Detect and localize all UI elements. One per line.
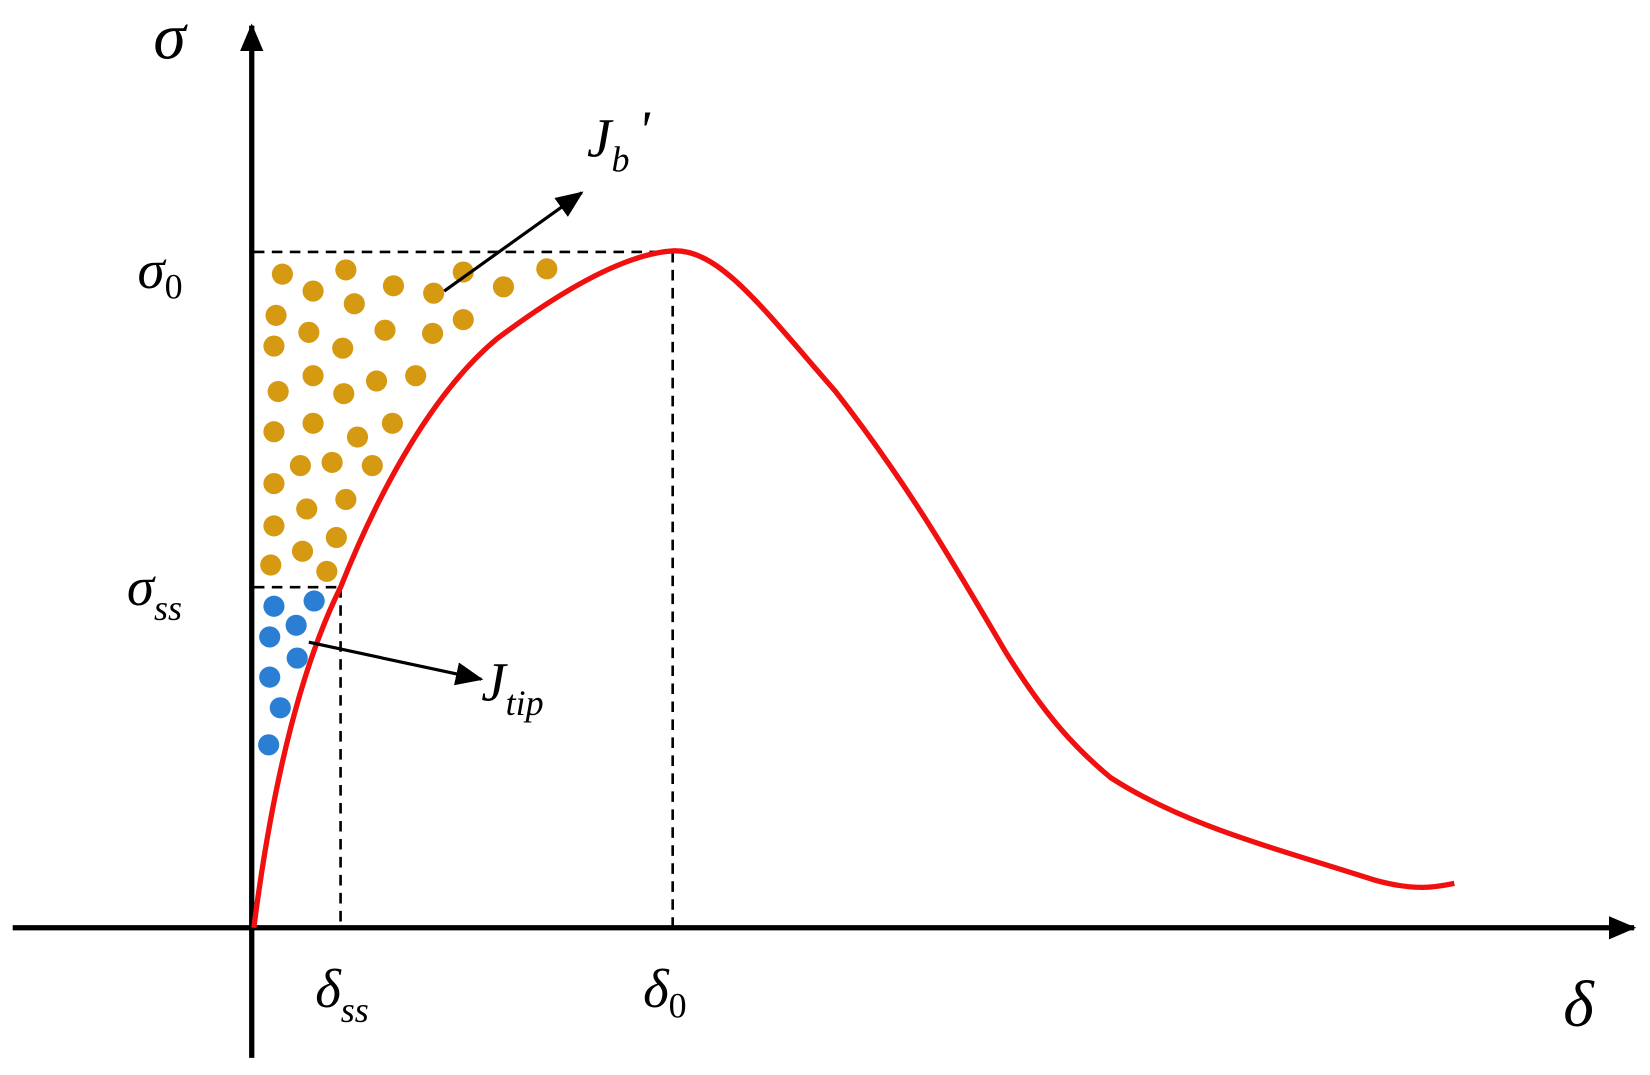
label-delta-0: δ0 xyxy=(643,958,687,1026)
label-jb: Jb ' xyxy=(587,99,651,179)
label-jtip: Jtip xyxy=(481,651,543,723)
x-axis-label: δ xyxy=(1563,969,1595,1041)
axes xyxy=(12,23,1637,1058)
y-axis-label: σ xyxy=(153,1,188,73)
arrow-jb xyxy=(443,191,584,293)
dots-jb xyxy=(260,258,558,582)
label-sigma-0: σ0 xyxy=(138,239,183,307)
curve xyxy=(251,248,1455,929)
label-sigma-ss: σss xyxy=(127,556,182,628)
dots-jtip xyxy=(258,590,325,756)
arrow-jtip xyxy=(308,640,484,686)
arrows xyxy=(308,191,584,686)
guide-lines xyxy=(253,250,675,928)
label-delta-ss: δss xyxy=(315,958,369,1030)
